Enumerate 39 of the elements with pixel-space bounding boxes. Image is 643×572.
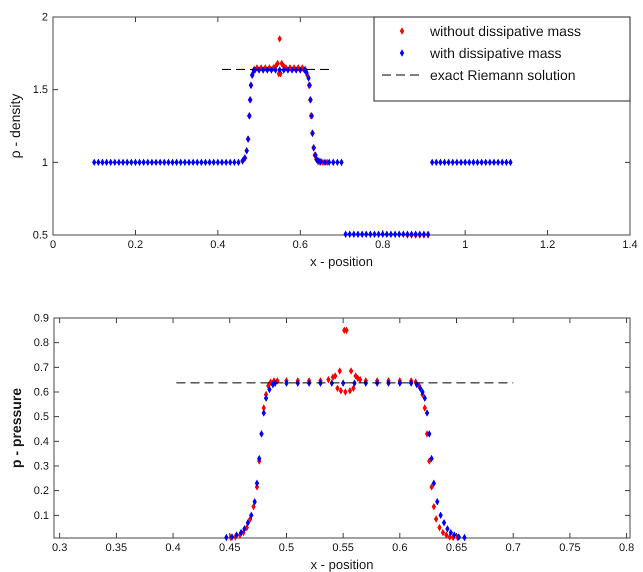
x-tick-label: 0.6: [292, 238, 308, 251]
y-tick-label: 0.7: [34, 362, 49, 374]
legend-label: without dissipative mass: [429, 23, 581, 39]
x-tick-label: 0.6: [392, 542, 408, 554]
x-tick-label: 0: [50, 238, 56, 251]
y-axis-title: p - pressure: [8, 388, 24, 468]
x-tick-label: 0.7: [506, 542, 521, 554]
x-tick-label: 1.4: [622, 238, 638, 251]
x-tick-label: 1.2: [540, 238, 556, 251]
x-axis-title: x - position: [310, 254, 373, 269]
x-tick-label: 0.3: [52, 542, 68, 554]
y-tick-label: 0.3: [34, 460, 49, 472]
x-tick-label: 0.5: [278, 542, 294, 554]
y-tick-label: 0.5: [32, 230, 48, 242]
y-tick-label: 0.6: [34, 386, 49, 399]
y-tick-label: 1.5: [32, 84, 48, 96]
x-tick-label: 0.75: [559, 542, 581, 554]
x-tick-label: 0.4: [165, 542, 181, 554]
y-tick-label: 0.4: [34, 436, 49, 448]
x-tick-label: 0.2: [128, 238, 144, 251]
x-tick-label: 0.4: [210, 238, 226, 251]
x-tick-label: 0.35: [106, 542, 128, 554]
y-tick-label: 0.8: [34, 337, 49, 350]
x-tick-label: 0.55: [332, 542, 354, 554]
y-axis-title: ρ - density: [7, 94, 23, 158]
y-tick-label: 2: [42, 12, 48, 24]
y-tick-label: 0.2: [34, 485, 49, 498]
x-tick-label: 0.8: [375, 238, 390, 251]
y-tick-label: 0.1: [34, 510, 49, 522]
y-tick-label: 0.5: [34, 411, 49, 424]
x-tick-label: 0.8: [618, 542, 634, 554]
y-tick-label: 0.9: [34, 312, 49, 325]
x-axis-title: x - position: [310, 557, 374, 572]
legend-label: with dissipative mass: [429, 45, 562, 61]
y-tick-label: 1: [42, 156, 48, 169]
x-tick-label: 0.65: [446, 542, 468, 554]
legend-label: exact Riemann solution: [430, 67, 576, 83]
x-tick-label: 0.45: [219, 542, 240, 554]
x-tick-label: 1: [462, 238, 468, 251]
